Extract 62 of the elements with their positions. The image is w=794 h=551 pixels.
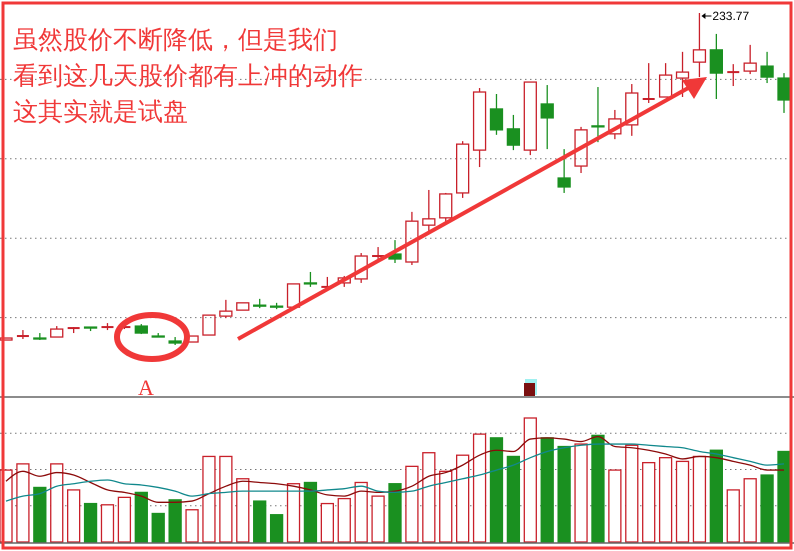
bar <box>118 496 132 543</box>
bar <box>84 502 98 543</box>
bar <box>270 514 284 543</box>
candlestick <box>354 252 368 284</box>
candlestick <box>168 336 182 346</box>
bar <box>625 444 638 543</box>
bar <box>439 470 452 543</box>
bar <box>33 486 46 543</box>
bar <box>524 417 537 543</box>
bar <box>67 489 80 543</box>
candlestick <box>591 86 605 143</box>
candlestick <box>676 51 690 98</box>
bar <box>304 482 318 543</box>
bar <box>320 502 334 543</box>
bar <box>490 437 504 543</box>
bar <box>388 483 402 543</box>
bar <box>608 469 622 543</box>
bar <box>692 456 706 543</box>
bar <box>744 478 757 543</box>
bar <box>219 456 233 543</box>
bar <box>16 463 30 543</box>
candlestick <box>540 84 554 150</box>
bar <box>726 489 740 543</box>
bar <box>456 454 470 543</box>
bar <box>405 466 419 543</box>
bar <box>168 499 182 543</box>
bar <box>422 452 436 543</box>
annotation: 这其实就是试盘 <box>13 97 188 126</box>
bar <box>354 482 368 543</box>
candlestick <box>710 33 723 100</box>
text: A <box>138 375 154 400</box>
bar <box>676 460 690 543</box>
candlestick <box>625 83 638 136</box>
bar <box>506 456 520 543</box>
candlestick <box>557 148 571 194</box>
bar <box>185 509 199 543</box>
candlestick <box>506 114 520 151</box>
bar <box>286 483 300 543</box>
bar <box>710 450 723 543</box>
bar <box>557 446 571 543</box>
bar <box>236 478 250 543</box>
candlestick <box>456 140 470 199</box>
bar <box>371 495 385 543</box>
candlestick <box>608 109 622 140</box>
bar <box>100 504 114 543</box>
bar <box>642 462 656 543</box>
bar <box>591 434 605 543</box>
annotation: 233.77 <box>712 9 750 23</box>
candlestick <box>726 63 740 87</box>
bar <box>134 492 148 543</box>
bar <box>658 457 672 543</box>
bar <box>253 500 266 543</box>
bar <box>338 498 351 543</box>
bar <box>760 474 774 543</box>
bar <box>202 456 216 543</box>
bar <box>152 512 165 543</box>
bar <box>574 443 588 543</box>
bar <box>540 437 554 543</box>
bar <box>472 433 486 543</box>
annotation: 看到这几天股价都有上冲的动作 <box>13 61 363 90</box>
annotation: 虽然股价不断降低，但是我们 <box>13 25 338 54</box>
bar <box>50 463 64 543</box>
